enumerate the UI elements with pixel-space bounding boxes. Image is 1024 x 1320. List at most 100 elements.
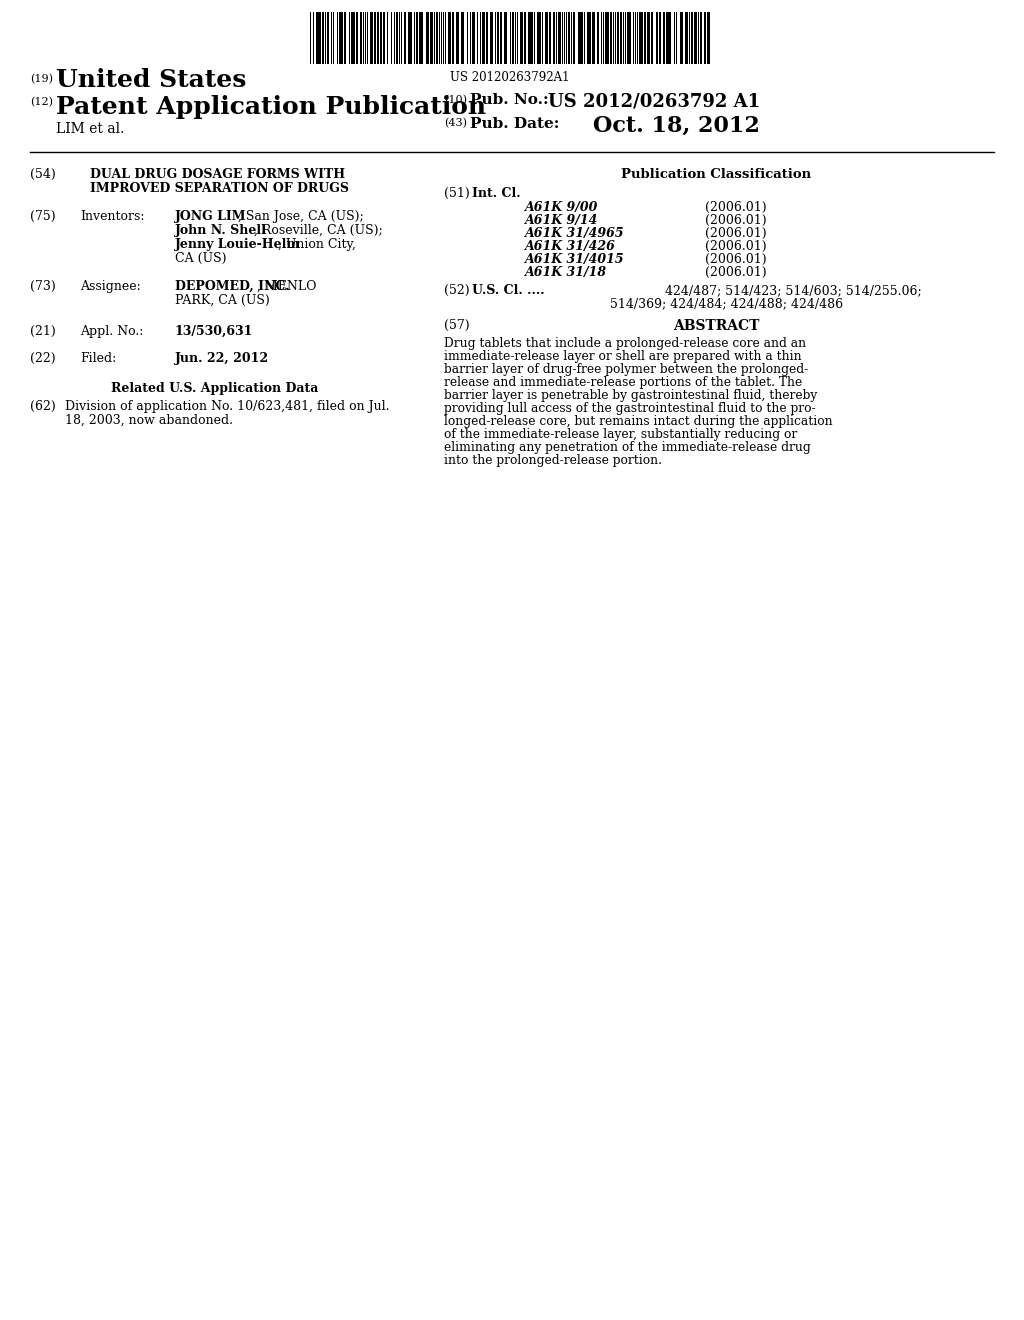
Text: (75): (75)	[30, 210, 55, 223]
Text: into the prolonged-release portion.: into the prolonged-release portion.	[444, 454, 662, 467]
Text: Division of application No. 10/623,481, filed on Jul.: Division of application No. 10/623,481, …	[65, 400, 389, 413]
Text: PARK, CA (US): PARK, CA (US)	[175, 294, 269, 308]
Bar	[404, 12, 406, 63]
Text: , Roseville, CA (US);: , Roseville, CA (US);	[254, 224, 383, 238]
Text: CA (US): CA (US)	[175, 252, 226, 265]
Bar	[383, 12, 385, 63]
Bar	[327, 12, 329, 63]
Text: U.S. Cl. ....: U.S. Cl. ....	[472, 284, 545, 297]
Text: Patent Application Publication: Patent Application Publication	[56, 95, 486, 119]
Bar	[578, 12, 583, 63]
Text: Inventors:: Inventors:	[80, 210, 144, 223]
Text: immediate-release layer or shell are prepared with a thin: immediate-release layer or shell are pre…	[444, 350, 802, 363]
Bar	[610, 12, 612, 63]
Bar	[356, 12, 358, 63]
Text: Int. Cl.: Int. Cl.	[472, 187, 520, 201]
Bar	[685, 12, 688, 63]
Bar	[545, 12, 548, 63]
Text: 18, 2003, now abandoned.: 18, 2003, now abandoned.	[65, 414, 233, 426]
Text: Drug tablets that include a prolonged-release core and an: Drug tablets that include a prolonged-re…	[444, 337, 806, 350]
Bar	[426, 12, 429, 63]
Bar	[430, 12, 433, 63]
Text: US 20120263792A1: US 20120263792A1	[451, 71, 569, 84]
Bar	[694, 12, 697, 63]
Bar	[497, 12, 499, 63]
Bar	[663, 12, 665, 63]
Bar	[520, 12, 523, 63]
Bar	[322, 12, 324, 63]
Bar	[504, 12, 507, 63]
Text: (2006.01): (2006.01)	[705, 214, 767, 227]
Bar	[456, 12, 459, 63]
Text: (2006.01): (2006.01)	[705, 227, 767, 240]
Text: (22): (22)	[30, 352, 55, 366]
Bar	[360, 12, 362, 63]
Bar	[370, 12, 373, 63]
Bar	[344, 12, 346, 63]
Bar	[449, 12, 451, 63]
Bar	[351, 12, 355, 63]
Bar	[436, 12, 438, 63]
Bar	[490, 12, 493, 63]
Bar	[639, 12, 643, 63]
Text: US 2012/0263792 A1: US 2012/0263792 A1	[548, 92, 760, 111]
Text: A61K 31/4965: A61K 31/4965	[525, 227, 625, 240]
Text: (21): (21)	[30, 325, 55, 338]
Text: (2006.01): (2006.01)	[705, 240, 767, 253]
Text: IMPROVED SEPARATION OF DRUGS: IMPROVED SEPARATION OF DRUGS	[90, 182, 349, 195]
Text: (43): (43)	[444, 117, 467, 128]
Text: (2006.01): (2006.01)	[705, 267, 767, 279]
Bar	[627, 12, 631, 63]
Text: 424/487; 514/423; 514/603; 514/255.06;: 424/487; 514/423; 514/603; 514/255.06;	[665, 284, 922, 297]
Text: , MENLO: , MENLO	[257, 280, 316, 293]
Text: Oct. 18, 2012: Oct. 18, 2012	[593, 115, 760, 137]
Bar	[558, 12, 561, 63]
Text: A61K 31/18: A61K 31/18	[525, 267, 607, 279]
Text: (2006.01): (2006.01)	[705, 253, 767, 267]
Bar	[452, 12, 454, 63]
Text: (57): (57)	[444, 319, 470, 333]
Text: barrier layer is penetrable by gastrointestinal fluid, thereby: barrier layer is penetrable by gastroint…	[444, 389, 817, 403]
Bar	[553, 12, 555, 63]
Text: (51): (51)	[444, 187, 470, 201]
Text: JONG LIM: JONG LIM	[175, 210, 247, 223]
Bar	[573, 12, 575, 63]
Text: 13/530,631: 13/530,631	[175, 325, 253, 338]
Text: (52): (52)	[444, 284, 470, 297]
Bar	[691, 12, 693, 63]
Bar	[680, 12, 683, 63]
Text: Pub. Date:: Pub. Date:	[470, 117, 559, 131]
Bar	[528, 12, 534, 63]
Bar	[666, 12, 671, 63]
Bar	[408, 12, 412, 63]
Text: (62): (62)	[30, 400, 55, 413]
Text: barrier layer of drug-free polymer between the prolonged-: barrier layer of drug-free polymer betwe…	[444, 363, 808, 376]
Bar	[592, 12, 595, 63]
Text: A61K 31/426: A61K 31/426	[525, 240, 615, 253]
Bar	[651, 12, 653, 63]
Bar	[537, 12, 541, 63]
Bar	[587, 12, 591, 63]
Bar	[605, 12, 609, 63]
Text: (2006.01): (2006.01)	[705, 201, 767, 214]
Text: providing lull access of the gastrointestinal fluid to the pro-: providing lull access of the gastrointes…	[444, 403, 816, 414]
Bar	[644, 12, 646, 63]
Text: United States: United States	[56, 69, 247, 92]
Text: Assignee:: Assignee:	[80, 280, 140, 293]
Text: ABSTRACT: ABSTRACT	[673, 319, 759, 333]
Bar	[416, 12, 418, 63]
Bar	[380, 12, 382, 63]
Text: 514/369; 424/484; 424/488; 424/486: 514/369; 424/484; 424/488; 424/486	[610, 297, 843, 310]
Text: Related U.S. Application Data: Related U.S. Application Data	[112, 381, 318, 395]
Text: DEPOMED, INC.: DEPOMED, INC.	[175, 280, 290, 293]
Text: eliminating any penetration of the immediate-release drug: eliminating any penetration of the immed…	[444, 441, 811, 454]
Bar	[647, 12, 650, 63]
Text: A61K 9/14: A61K 9/14	[525, 214, 598, 227]
Text: (19): (19)	[30, 74, 53, 84]
Bar	[656, 12, 658, 63]
Text: Jun. 22, 2012: Jun. 22, 2012	[175, 352, 269, 366]
Text: John N. Shell: John N. Shell	[175, 224, 267, 238]
Bar	[374, 12, 376, 63]
Bar	[524, 12, 526, 63]
Bar	[461, 12, 464, 63]
